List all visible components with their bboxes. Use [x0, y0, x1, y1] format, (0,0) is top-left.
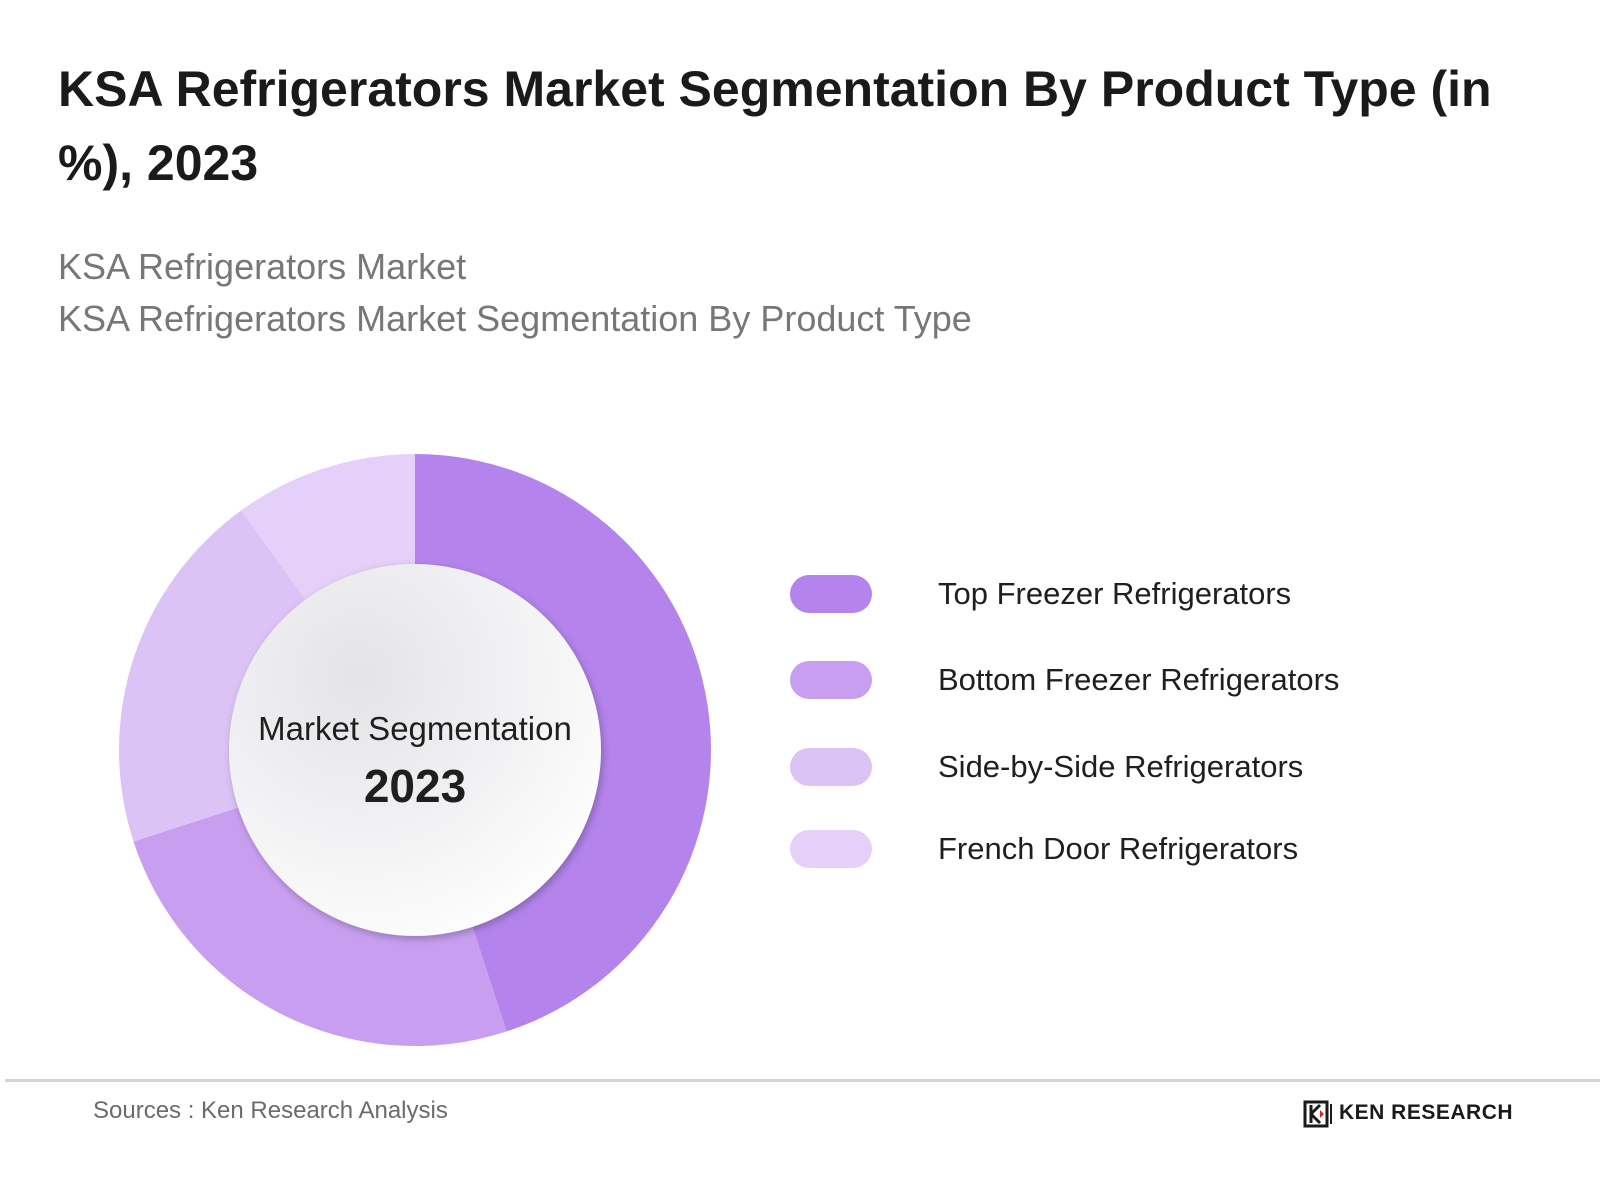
- ken-research-logo-text: KEN RESEARCH: [1339, 1101, 1514, 1124]
- legend-label: French Door Refrigerators: [938, 831, 1299, 866]
- chart-subtitle-segmentation: KSA Refrigerators Market Segmentation By…: [58, 298, 972, 339]
- legend-swatch: [790, 830, 872, 868]
- center-year: 2023: [364, 760, 466, 812]
- legend-label: Side-by-Side Refrigerators: [938, 749, 1304, 784]
- legend-label: Bottom Freezer Refrigerators: [938, 662, 1340, 697]
- chart-title: KSA Refrigerators Market Segmentation By…: [58, 61, 1492, 191]
- legend-item-bottom-freezer: Bottom Freezer Refrigerators: [790, 661, 1550, 701]
- legend-swatch: [790, 661, 872, 699]
- legend-swatch: [790, 575, 872, 613]
- legend-swatch: [790, 748, 872, 786]
- legend-item-french-door: French Door Refrigerators: [790, 830, 1550, 870]
- source-note: Sources : Ken Research Analysis: [93, 1097, 448, 1124]
- donut-center-disc: [229, 564, 601, 936]
- legend-item-top-freezer: Top Freezer Refrigerators: [790, 575, 1550, 615]
- footer-divider: [5, 1079, 1600, 1082]
- chart-subtitle-market: KSA Refrigerators Market: [58, 246, 467, 287]
- legend-label: Top Freezer Refrigerators: [938, 576, 1292, 611]
- legend-item-side-by-side: Side-by-Side Refrigerators: [790, 748, 1550, 788]
- center-label: Market Segmentation: [258, 710, 572, 747]
- ken-research-logo-icon: [1303, 1100, 1332, 1128]
